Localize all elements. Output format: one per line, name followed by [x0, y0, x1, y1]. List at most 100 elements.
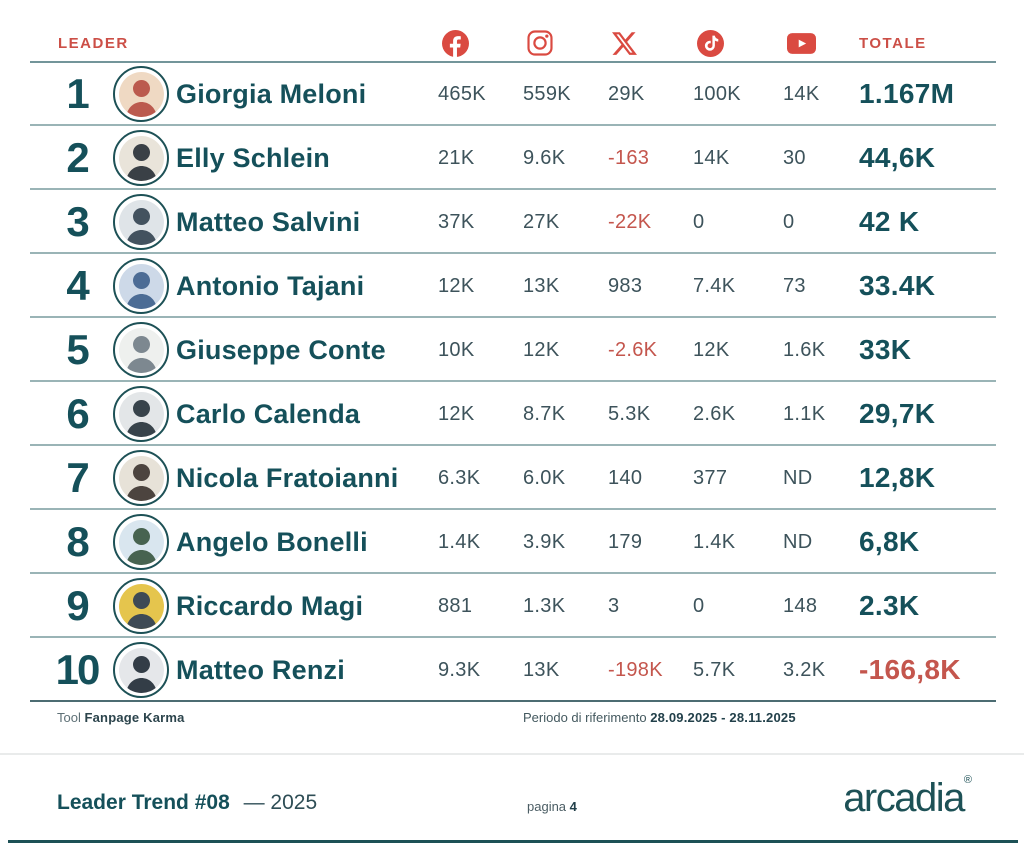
x-icon	[608, 31, 637, 56]
value-facebook: 21K	[438, 146, 475, 169]
page-divider	[0, 753, 1024, 755]
report-title-bold: Leader Trend #08	[57, 791, 230, 814]
value-instagram: 1.3K	[523, 594, 566, 617]
value-x: 29K	[608, 82, 645, 105]
leader-name: Carlo Calenda	[176, 398, 361, 429]
leader-photo	[118, 647, 164, 693]
value-instagram: 8.7K	[523, 402, 566, 425]
value-x: -2.6K	[608, 338, 658, 361]
youtube-column-header	[783, 32, 859, 54]
value-tiktok: 2.6K	[693, 402, 736, 425]
table-row: 1 Giorgia Meloni 465K 559K 29K 100K 14K …	[30, 62, 996, 126]
avatar-cell	[106, 258, 176, 314]
total-value: 29,7K	[859, 398, 936, 429]
page-number-label: pagina	[527, 799, 567, 814]
avatar-cell	[106, 578, 176, 634]
page-number-value: 4	[569, 799, 577, 814]
avatar	[113, 450, 169, 506]
arcadia-logo: arcadia®	[843, 774, 972, 820]
total-value: 42 K	[859, 206, 920, 237]
tool-value: Fanpage Karma	[84, 710, 185, 725]
value-youtube: 73	[783, 274, 806, 297]
value-facebook: 12K	[438, 402, 475, 425]
total-value: 6,8K	[859, 526, 920, 557]
total-value: 2.3K	[859, 590, 920, 621]
rank: 5	[66, 326, 89, 373]
tool-note: Tool Fanpage Karma	[57, 710, 185, 725]
avatar	[113, 130, 169, 186]
value-x: -198K	[608, 658, 663, 681]
value-tiktok: 0	[693, 210, 705, 233]
rank: 1	[66, 70, 89, 117]
x-column-header	[608, 31, 693, 56]
value-instagram: 6.0K	[523, 466, 566, 489]
brand-name: arcadia	[843, 776, 965, 820]
leader-photo	[118, 455, 164, 501]
value-x: 5.3K	[608, 402, 651, 425]
value-x: 140	[608, 466, 643, 489]
value-youtube: ND	[783, 530, 813, 553]
leader-photo	[118, 583, 164, 629]
value-facebook: 10K	[438, 338, 475, 361]
table-row: 3 Matteo Salvini 37K 27K -22K 0 0 42 K	[30, 190, 996, 254]
tiktok-column-header	[693, 29, 783, 57]
leader-name: Antonio Tajani	[176, 270, 365, 301]
value-facebook: 1.4K	[438, 530, 481, 553]
report-title: Leader Trend #08 — 2025	[57, 791, 317, 815]
facebook-column-header	[438, 29, 523, 57]
leader-photo	[118, 519, 164, 565]
table-row: 6 Carlo Calenda 12K 8.7K 5.3K 2.6K 1.1K …	[30, 382, 996, 446]
leader-column-header: LEADER	[58, 34, 129, 52]
value-instagram: 13K	[523, 274, 560, 297]
avatar-cell	[106, 322, 176, 378]
leader-name: Riccardo Magi	[176, 590, 364, 621]
leader-name: Elly Schlein	[176, 142, 330, 173]
table-row: 2 Elly Schlein 21K 9.6K -163 14K 30 44,6…	[30, 126, 996, 190]
instagram-icon	[523, 30, 553, 56]
total-value: 33K	[859, 334, 912, 365]
value-youtube: 0	[783, 210, 795, 233]
leader-name: Matteo Renzi	[176, 654, 345, 685]
avatar	[113, 642, 169, 698]
rank: 2	[66, 134, 89, 181]
value-facebook: 465K	[438, 82, 486, 105]
value-tiktok: 0	[693, 594, 705, 617]
youtube-icon	[783, 32, 816, 54]
instagram-column-header	[523, 30, 608, 56]
avatar-cell	[106, 642, 176, 698]
value-instagram: 27K	[523, 210, 560, 233]
avatar	[113, 578, 169, 634]
ranking-table: LEADER	[30, 0, 996, 702]
rank: 6	[66, 390, 89, 437]
total-value: 44,6K	[859, 142, 936, 173]
leader-name: Giorgia Meloni	[176, 78, 367, 109]
avatar-cell	[106, 450, 176, 506]
leader-photo	[118, 135, 164, 181]
registered-mark: ®	[963, 774, 972, 786]
total-value: 33.4K	[859, 270, 936, 301]
avatar	[113, 258, 169, 314]
period-label: Periodo di riferimento	[523, 710, 647, 725]
leader-name: Giuseppe Conte	[176, 334, 386, 365]
value-instagram: 13K	[523, 658, 560, 681]
avatar-cell	[106, 130, 176, 186]
leader-photo	[118, 199, 164, 245]
leader-photo	[118, 327, 164, 373]
total-value: 12,8K	[859, 462, 936, 493]
avatar	[113, 514, 169, 570]
value-youtube: 148	[783, 594, 818, 617]
table-row: 5 Giuseppe Conte 10K 12K -2.6K 12K 1.6K …	[30, 318, 996, 382]
table-row: 4 Antonio Tajani 12K 13K 983 7.4K 73 33.…	[30, 254, 996, 318]
value-x: 3	[608, 594, 620, 617]
value-tiktok: 14K	[693, 146, 730, 169]
value-instagram: 559K	[523, 82, 571, 105]
value-instagram: 3.9K	[523, 530, 566, 553]
rank: 4	[66, 262, 89, 309]
facebook-icon	[438, 29, 469, 57]
value-youtube: 30	[783, 146, 806, 169]
value-instagram: 12K	[523, 338, 560, 361]
avatar-cell	[106, 386, 176, 442]
rank: 8	[66, 518, 89, 565]
page-number: pagina 4	[527, 799, 577, 814]
